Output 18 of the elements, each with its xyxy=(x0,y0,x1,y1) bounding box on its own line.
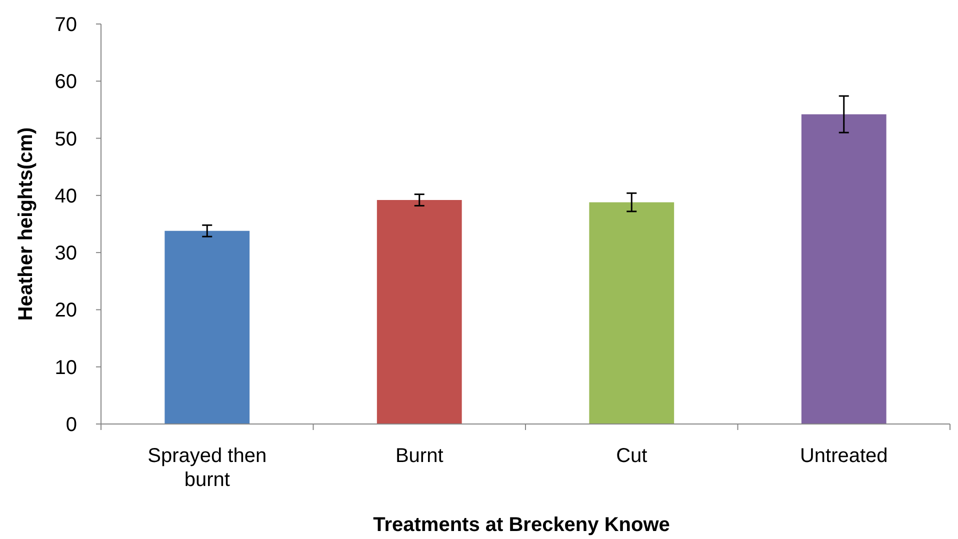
y-tick-label: 50 xyxy=(54,128,77,150)
y-tick-label: 40 xyxy=(54,185,77,208)
bar xyxy=(164,230,250,424)
y-axis-title: Heather heights(cm) xyxy=(15,127,37,321)
bar xyxy=(801,114,886,424)
y-tick-label: 20 xyxy=(54,300,77,322)
x-tick-label: Untreated xyxy=(800,445,888,467)
x-axis-title: Treatments at Breckeny Knowe xyxy=(373,514,670,536)
y-tick-label: 30 xyxy=(54,242,77,265)
y-tick-label: 0 xyxy=(66,414,77,436)
x-tick-label: Burnt xyxy=(395,445,444,467)
x-tick-label: Cut xyxy=(616,445,648,467)
bar xyxy=(589,202,674,424)
bar xyxy=(376,200,462,424)
y-tick-label: 60 xyxy=(54,71,77,94)
x-tick-label: Sprayed then burnt xyxy=(148,445,267,491)
y-tick-label: 70 xyxy=(54,14,77,36)
y-tick-label: 10 xyxy=(54,356,77,379)
